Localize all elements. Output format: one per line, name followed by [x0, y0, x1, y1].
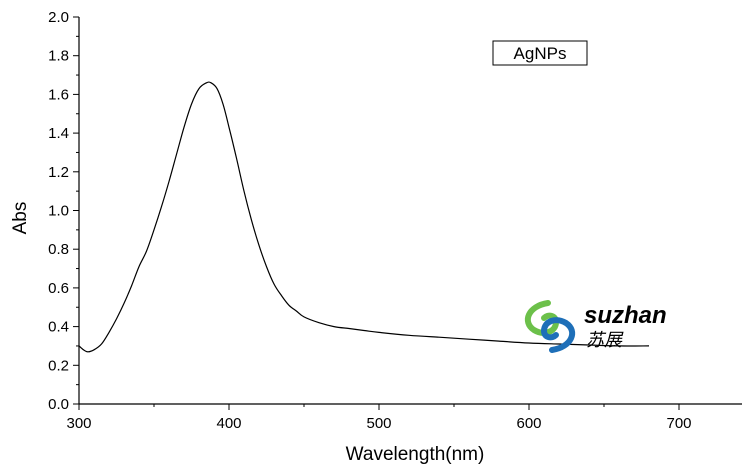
logo-blue-swoosh — [540, 317, 576, 353]
y-tick-label: 0.4 — [48, 319, 69, 336]
y-tick-label: 0.8 — [48, 241, 69, 258]
y-tick-label: 0.2 — [48, 357, 69, 374]
watermark: suzhan 苏展 — [524, 300, 667, 353]
legend-box — [492, 40, 588, 66]
x-axis-ticks: 300 400 500 600 700 — [66, 404, 692, 432]
watermark-brand-cn-text: 苏展 — [586, 330, 624, 350]
x-tick-label: 400 — [216, 415, 241, 432]
x-tick-label: 500 — [366, 415, 391, 432]
y-tick-label: 0.0 — [48, 396, 69, 413]
x-tick-label: 300 — [66, 415, 91, 432]
y-axis-label: Abs — [10, 202, 31, 235]
x-tick-label: 600 — [516, 415, 541, 432]
y-tick-label: 1.8 — [48, 48, 69, 65]
legend: AgNPs — [492, 40, 588, 66]
y-tick-label: 1.0 — [48, 203, 69, 220]
y-tick-label: 1.4 — [48, 125, 69, 142]
y-tick-label: 2.0 — [48, 9, 69, 26]
logo-green-swoosh — [524, 300, 560, 336]
series-line-agnps — [78, 81, 650, 353]
y-tick-label: 1.2 — [48, 164, 69, 181]
y-tick-label: 0.6 — [48, 280, 69, 297]
brand-logo-icon — [524, 300, 576, 353]
x-tick-label: 700 — [666, 415, 691, 432]
watermark-brand-text: suzhan — [584, 302, 667, 329]
y-tick-label: 1.6 — [48, 86, 69, 103]
legend-label: AgNPs — [514, 44, 567, 63]
y-axis-ticks: 0.0 0.2 0.4 0.6 0.8 1.0 1.2 1.4 1.6 1.8 2.0 — [48, 9, 79, 413]
x-axis-label: Wavelength(nm) — [346, 444, 485, 465]
